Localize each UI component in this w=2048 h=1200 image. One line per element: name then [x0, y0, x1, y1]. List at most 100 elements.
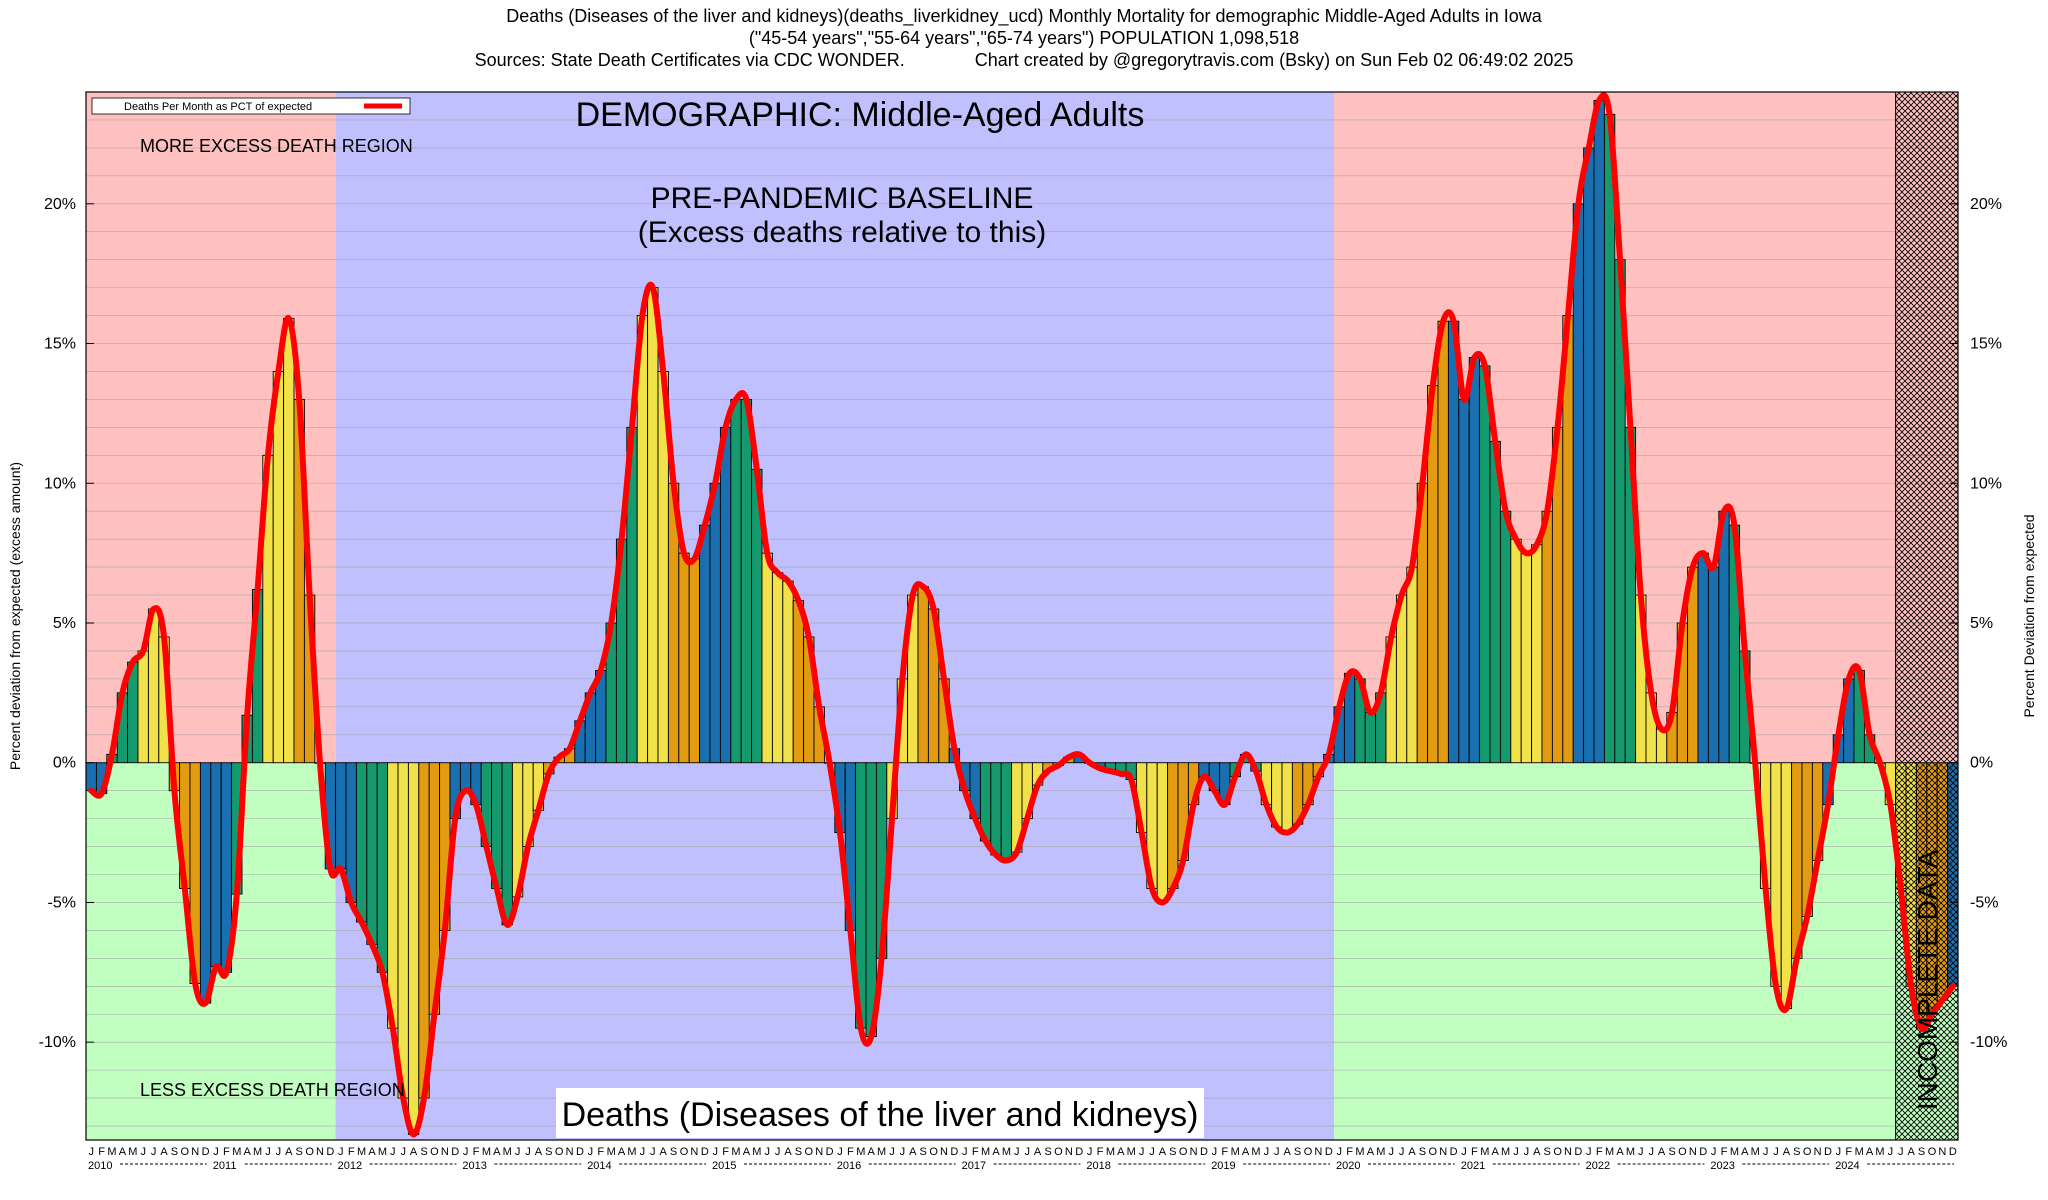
x-month-label: A — [1533, 1146, 1541, 1158]
demographic-title: DEMOGRAPHIC: Middle-Aged Adults — [576, 96, 1145, 134]
bar — [407, 762, 420, 1135]
x-month-label: O — [1803, 1146, 1812, 1158]
x-month-label: S — [1793, 1146, 1800, 1158]
x-month-label: O — [1928, 1146, 1937, 1158]
bar — [1406, 566, 1418, 764]
x-month-label: A — [244, 1146, 252, 1158]
baseline-label-1: PRE-PANDEMIC BASELINE — [651, 182, 1034, 215]
x-month-label: A — [1658, 1146, 1666, 1158]
x-year-label: 2023 — [1710, 1160, 1734, 1172]
x-month-label: O — [1429, 1146, 1438, 1158]
x-year-label: 2010 — [88, 1160, 112, 1172]
x-month-label: S — [296, 1146, 303, 1158]
bar — [272, 371, 285, 764]
bar — [1479, 365, 1491, 764]
x-month-label: J — [1149, 1146, 1155, 1158]
x-year-label: 2014 — [587, 1160, 611, 1172]
x-month-label: J — [265, 1146, 271, 1158]
x-month-label: N — [1689, 1146, 1697, 1158]
x-month-label: J — [1024, 1146, 1030, 1158]
bar — [1655, 728, 1668, 764]
x-month-label: N — [940, 1146, 948, 1158]
bar — [1593, 99, 1605, 764]
x-month-label: A — [1034, 1146, 1042, 1158]
x-month-label: J — [1888, 1146, 1894, 1158]
x-month-label: F — [847, 1146, 854, 1158]
x-month-label: D — [826, 1146, 834, 1158]
x-month-label: A — [1492, 1146, 1500, 1158]
bar — [355, 762, 368, 923]
bar — [85, 762, 97, 792]
x-month-label: F — [473, 1146, 480, 1158]
x-month-label: A — [909, 1146, 917, 1158]
x-month-label: F — [1346, 1146, 1353, 1158]
x-month-label: D — [701, 1146, 709, 1158]
x-month-label: J — [88, 1146, 94, 1158]
bar — [1780, 762, 1793, 1010]
bar — [1447, 320, 1460, 764]
x-year-label: 2017 — [962, 1160, 986, 1172]
x-year-label: 2018 — [1086, 1160, 1110, 1172]
x-month-label: M — [357, 1146, 366, 1158]
x-month-label: N — [1564, 1146, 1572, 1158]
baseline-region — [335, 92, 1335, 1140]
x-month-label: N — [1314, 1146, 1322, 1158]
x-month-label: M — [981, 1146, 990, 1158]
x-month-label: O — [181, 1146, 190, 1158]
chart-sources-line: Sources: State Death Certificates via CD… — [474, 50, 1574, 70]
x-month-label: J — [1087, 1146, 1093, 1158]
bar — [782, 580, 794, 764]
x-month-label: J — [390, 1146, 396, 1158]
x-month-label: D — [1450, 1146, 1458, 1158]
x-month-label: S — [1044, 1146, 1051, 1158]
x-month-label: D — [202, 1146, 210, 1158]
x-month-label: J — [775, 1146, 781, 1158]
bar — [1603, 113, 1616, 764]
x-month-label: D — [1824, 1146, 1832, 1158]
bar — [1697, 552, 1709, 764]
x-month-label: J — [1399, 1146, 1405, 1158]
x-month-label: M — [1106, 1146, 1115, 1158]
bar — [459, 762, 472, 792]
y-tick-label-left: 10% — [44, 475, 76, 492]
x-month-label: M — [1002, 1146, 1011, 1158]
bar — [210, 762, 222, 968]
x-month-label: A — [992, 1146, 1000, 1158]
x-month-label: O — [1179, 1146, 1188, 1158]
bar — [699, 524, 711, 764]
bar — [740, 398, 753, 764]
x-month-label: F — [972, 1146, 979, 1158]
bar — [501, 762, 513, 926]
x-month-label: J — [1638, 1146, 1644, 1158]
x-month-label: D — [1699, 1146, 1707, 1158]
x-month-label: F — [223, 1146, 230, 1158]
bar — [1437, 320, 1449, 764]
x-month-label: F — [1721, 1146, 1728, 1158]
x-month-label: A — [1908, 1146, 1916, 1158]
x-month-label: A — [368, 1146, 376, 1158]
x-month-label: O — [1054, 1146, 1063, 1158]
bar — [1510, 538, 1522, 764]
bar — [1167, 762, 1179, 889]
x-month-label: O — [305, 1146, 314, 1158]
x-month-label: J — [837, 1146, 843, 1158]
x-month-label: S — [795, 1146, 802, 1158]
x-month-label: O — [929, 1146, 938, 1158]
bar — [397, 762, 409, 1099]
x-month-label: O — [1678, 1146, 1687, 1158]
x-month-label: O — [805, 1146, 814, 1158]
x-month-label: J — [1388, 1146, 1394, 1158]
x-year-label: 2021 — [1461, 1160, 1485, 1172]
bar — [647, 287, 659, 764]
x-month-label: A — [660, 1146, 668, 1158]
x-year-label: 2016 — [837, 1160, 861, 1172]
x-month-label: S — [670, 1146, 677, 1158]
x-year-label: 2020 — [1336, 1160, 1360, 1172]
x-month-label: N — [316, 1146, 324, 1158]
x-month-label: J — [515, 1146, 521, 1158]
x-month-label: O — [680, 1146, 689, 1158]
x-year-label: 2015 — [712, 1160, 736, 1172]
x-month-label: M — [856, 1146, 865, 1158]
x-month-label: F — [1596, 1146, 1603, 1158]
